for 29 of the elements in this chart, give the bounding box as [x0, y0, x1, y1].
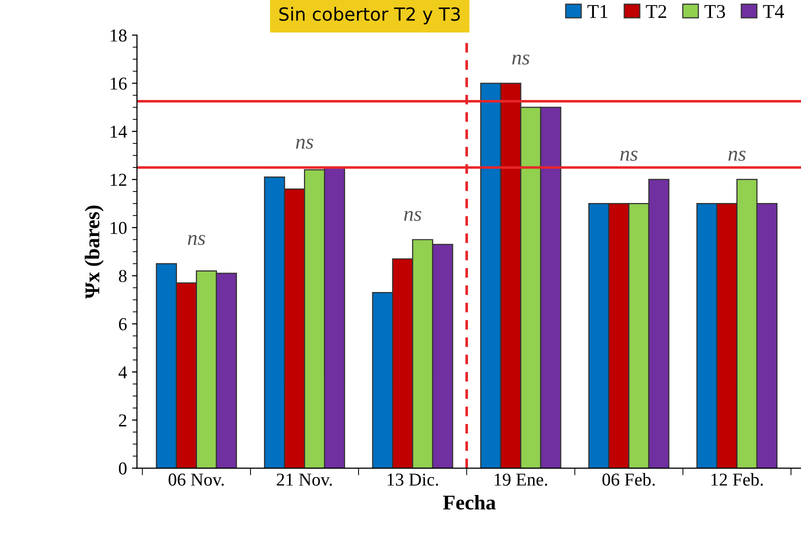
legend-label: T2	[646, 4, 666, 18]
x-tick-label: 21 Nov.	[276, 474, 332, 486]
legend-label: T4	[763, 5, 784, 18]
y-tick-label: 18	[110, 29, 127, 42]
x-tick-label: 19 Ene.	[494, 474, 548, 486]
y-tick-label: 4	[118, 366, 127, 378]
annotation: ns	[512, 54, 530, 65]
y-tick-label: 0	[118, 462, 127, 475]
y-axis-title: Ψx (bares)	[84, 206, 104, 299]
y-tick-label: 8	[118, 270, 127, 282]
y-tick-label: 2	[119, 414, 126, 426]
text: Sin cobertor T2 y T3	[279, 6, 460, 24]
x-axis-title: Fecha	[443, 494, 496, 510]
legend-label: T1	[587, 5, 608, 18]
y-tick-label: 10	[110, 222, 127, 234]
annotation: ns	[620, 150, 638, 161]
annotation: ns	[188, 235, 206, 246]
y-tick-label: 16	[110, 78, 127, 90]
x-tick-label: 12 Feb.	[711, 473, 763, 486]
y-tick-label: 14	[110, 126, 127, 138]
x-tick-label: 06 Nov.	[168, 474, 224, 486]
y-tick-label: 12	[110, 174, 126, 186]
annotation: ns	[404, 210, 422, 221]
x-tick-label: 13 Dic.	[388, 474, 438, 486]
x-tick-label: 06 Feb.	[602, 473, 655, 486]
annotation: ns	[296, 138, 314, 149]
y-tick-label: 6	[118, 318, 127, 330]
legend-label: T3	[704, 4, 725, 18]
annotation: ns	[728, 150, 746, 161]
